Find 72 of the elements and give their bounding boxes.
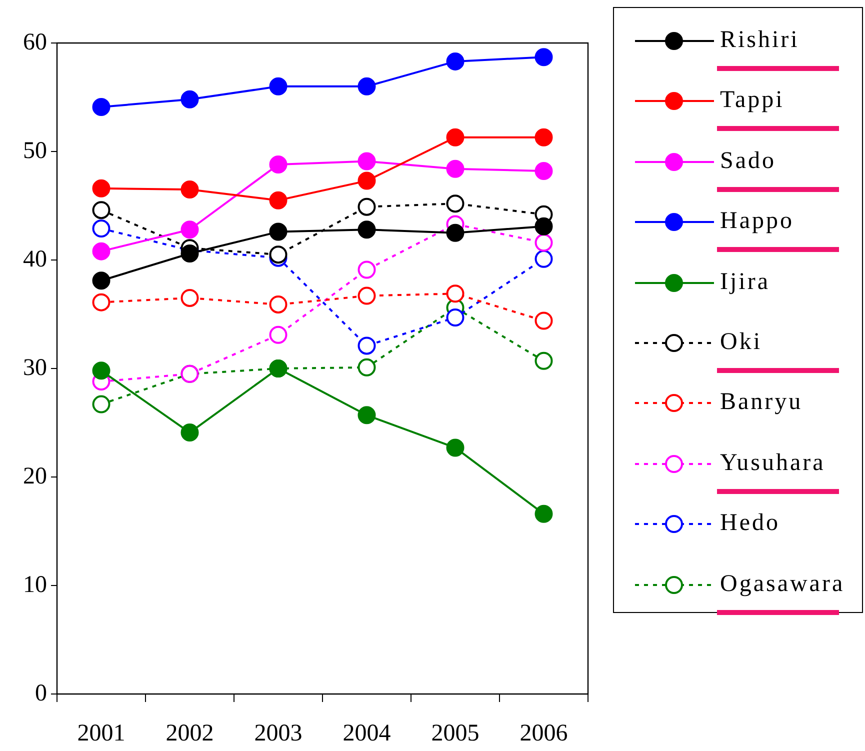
point bbox=[92, 220, 110, 238]
legend-label: Tappi bbox=[720, 87, 784, 114]
point bbox=[534, 217, 553, 236]
y-tick-label: 50 bbox=[23, 138, 47, 164]
legend-label: Happo bbox=[720, 208, 794, 236]
point bbox=[358, 358, 376, 376]
point bbox=[358, 152, 376, 170]
point bbox=[92, 179, 110, 198]
legend-label: Ogasawara bbox=[720, 570, 845, 598]
point bbox=[446, 194, 464, 213]
y-tick-label: 10 bbox=[23, 572, 47, 598]
point bbox=[92, 98, 110, 116]
point bbox=[269, 326, 288, 344]
y-tick-label: 60 bbox=[23, 29, 47, 56]
point bbox=[358, 77, 376, 96]
point bbox=[446, 284, 464, 303]
point bbox=[358, 198, 376, 216]
legend-label: Rishiri bbox=[720, 27, 800, 54]
point bbox=[92, 272, 110, 290]
x-tick-label: 2006 bbox=[520, 720, 568, 747]
point bbox=[92, 362, 110, 380]
legend-label: Banryu bbox=[720, 389, 803, 416]
point bbox=[446, 224, 464, 242]
point bbox=[534, 48, 553, 66]
point bbox=[446, 52, 464, 70]
point bbox=[180, 288, 199, 307]
point bbox=[92, 242, 110, 260]
x-tick-label: 2004 bbox=[342, 720, 391, 747]
x-tick-label: 2005 bbox=[431, 720, 480, 747]
point bbox=[446, 160, 464, 178]
point bbox=[358, 286, 376, 305]
point bbox=[269, 191, 288, 210]
legend-label: Sado bbox=[720, 148, 776, 175]
point bbox=[180, 424, 199, 442]
legend-label: Yusuhara bbox=[720, 450, 826, 477]
point bbox=[92, 201, 110, 220]
point bbox=[180, 220, 199, 239]
point bbox=[534, 234, 553, 252]
point bbox=[446, 438, 464, 457]
point bbox=[534, 312, 553, 330]
y-tick-label: 40 bbox=[23, 246, 47, 272]
legend-label: Hedo bbox=[720, 510, 780, 538]
point bbox=[180, 90, 199, 108]
point bbox=[269, 246, 288, 264]
point bbox=[180, 244, 199, 262]
point bbox=[269, 222, 288, 241]
point bbox=[269, 295, 288, 314]
point bbox=[358, 172, 376, 190]
point bbox=[358, 220, 376, 239]
point bbox=[534, 162, 553, 180]
point bbox=[446, 308, 464, 327]
y-tick-label: 0 bbox=[35, 680, 47, 706]
point bbox=[534, 128, 553, 146]
legend-label: Oki bbox=[720, 329, 762, 356]
y-tick-label: 30 bbox=[23, 354, 47, 381]
x-tick-label: 2002 bbox=[166, 720, 214, 747]
point bbox=[92, 293, 110, 312]
legend-label: Ijira bbox=[720, 268, 770, 296]
point bbox=[446, 128, 464, 146]
point bbox=[358, 336, 376, 355]
point bbox=[180, 180, 199, 198]
point bbox=[92, 395, 110, 414]
point bbox=[269, 77, 288, 96]
y-tick-label: 20 bbox=[23, 463, 47, 490]
point bbox=[358, 406, 376, 424]
point bbox=[358, 260, 376, 279]
point bbox=[534, 250, 553, 268]
point bbox=[534, 504, 553, 523]
point bbox=[269, 156, 288, 174]
x-tick-label: 2001 bbox=[77, 720, 126, 747]
point bbox=[534, 352, 553, 370]
x-tick-label: 2003 bbox=[254, 720, 302, 747]
